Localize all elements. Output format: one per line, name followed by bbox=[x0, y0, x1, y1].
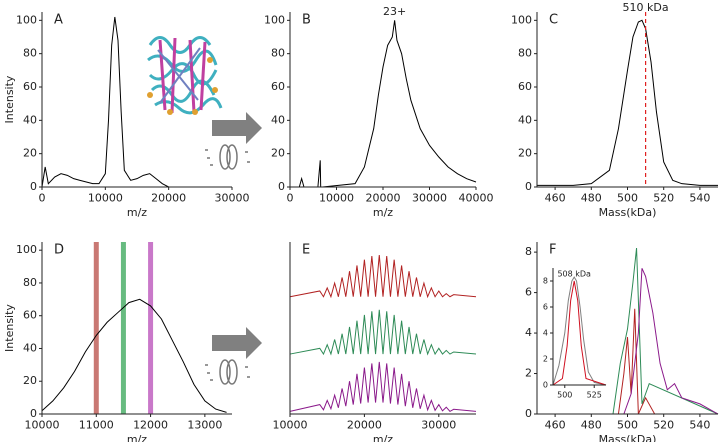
panel-label: E bbox=[302, 243, 310, 258]
y-tick-label: 100 bbox=[16, 243, 37, 256]
y-tick-label: 100 bbox=[16, 13, 37, 26]
x-tick-label: 20000 bbox=[347, 419, 382, 432]
spectrum-line bbox=[289, 361, 477, 413]
y-tick-label: 6 bbox=[525, 286, 532, 299]
y-tick-label: 8 bbox=[543, 277, 548, 286]
y-tick-label: 2 bbox=[543, 355, 548, 364]
y-axis-label: Intensity bbox=[3, 304, 16, 352]
x-tick-label: 0 bbox=[287, 192, 294, 205]
spectrum-line bbox=[537, 308, 718, 415]
annotation: 508 kDa bbox=[557, 270, 591, 279]
y-tick-label: 80 bbox=[23, 276, 37, 289]
spectrum-line bbox=[290, 20, 477, 188]
y-tick-label: 0 bbox=[525, 180, 532, 193]
arrow-icon bbox=[212, 112, 262, 359]
y-tick-label: 60 bbox=[23, 309, 37, 322]
y-tick-label: 2 bbox=[525, 367, 532, 380]
y-tick-label: 40 bbox=[271, 113, 285, 126]
x-tick-label: 10000 bbox=[25, 419, 60, 432]
annotation: 23+ bbox=[383, 5, 406, 18]
x-tick-label: 13000 bbox=[187, 419, 222, 432]
x-tick-label: 10000 bbox=[88, 192, 123, 205]
x-axis-label: Mass(kDa) bbox=[599, 206, 657, 219]
y-tick-label: 8 bbox=[525, 245, 532, 258]
x-tick-label: 460 bbox=[545, 192, 566, 205]
y-tick-label: 20 bbox=[271, 147, 285, 160]
x-tick-label: 10000 bbox=[273, 419, 308, 432]
spectrum-line bbox=[552, 276, 607, 386]
panel-label: B bbox=[302, 13, 311, 28]
band bbox=[148, 242, 154, 414]
x-tick-label: 460 bbox=[545, 419, 566, 432]
x-axis-label: Mass(kDa) bbox=[599, 433, 657, 442]
x-tick-label: 520 bbox=[653, 419, 674, 432]
y-tick-label: 100 bbox=[511, 13, 532, 26]
y-tick-label: 60 bbox=[271, 80, 285, 93]
y-axis-label: Intensity bbox=[3, 75, 16, 123]
x-tick-label: 10000 bbox=[319, 192, 354, 205]
x-tick-label: 30000 bbox=[215, 192, 250, 205]
x-tick-label: 40000 bbox=[459, 192, 494, 205]
y-tick-label: 0 bbox=[30, 180, 37, 193]
spectrum-line bbox=[537, 19, 718, 186]
spectrum-line bbox=[289, 309, 477, 356]
x-tick-label: 480 bbox=[581, 192, 602, 205]
x-tick-label: 30000 bbox=[421, 419, 456, 432]
y-tick-label: 40 bbox=[23, 341, 37, 354]
spectrum-line bbox=[537, 248, 719, 415]
x-tick-label: 500 bbox=[557, 390, 572, 399]
spectrum-line bbox=[552, 280, 607, 386]
coil-icon bbox=[205, 144, 250, 385]
x-axis-label: m/z bbox=[373, 206, 393, 219]
y-tick-label: 6 bbox=[543, 303, 548, 312]
y-tick-label: 20 bbox=[23, 374, 37, 387]
x-tick-label: 540 bbox=[689, 192, 710, 205]
y-tick-label: 0 bbox=[278, 180, 285, 193]
panel-label: A bbox=[54, 13, 63, 28]
marker-label: 510 kDa bbox=[623, 1, 669, 14]
x-tick-label: 500 bbox=[617, 192, 638, 205]
y-tick-label: 40 bbox=[23, 113, 37, 126]
x-tick-label: 540 bbox=[689, 419, 710, 432]
spectrum-line bbox=[289, 254, 477, 299]
y-tick-label: 60 bbox=[518, 80, 532, 93]
x-tick-label: 520 bbox=[653, 192, 674, 205]
spectrum-line bbox=[41, 298, 227, 413]
panel-label: D bbox=[54, 243, 64, 258]
x-tick-label: 20000 bbox=[366, 192, 401, 205]
y-tick-label: 80 bbox=[23, 47, 37, 60]
y-tick-label: 4 bbox=[543, 329, 548, 338]
x-tick-label: 12000 bbox=[133, 419, 168, 432]
spectrum-line bbox=[537, 268, 719, 415]
y-tick-label: 4 bbox=[525, 326, 532, 339]
x-axis-label: m/z bbox=[127, 433, 147, 442]
x-tick-label: 500 bbox=[617, 419, 638, 432]
protein-structure bbox=[147, 36, 223, 115]
x-tick-label: 20000 bbox=[151, 192, 186, 205]
y-tick-label: 0 bbox=[525, 407, 532, 420]
x-tick-label: 525 bbox=[587, 390, 602, 399]
y-tick-label: 80 bbox=[271, 47, 285, 60]
y-tick-label: 0 bbox=[30, 407, 37, 420]
x-tick-label: 0 bbox=[39, 192, 46, 205]
y-tick-label: 20 bbox=[23, 147, 37, 160]
x-tick-label: 30000 bbox=[412, 192, 447, 205]
band bbox=[120, 242, 126, 414]
x-axis-label: m/z bbox=[373, 433, 393, 442]
panel-label: C bbox=[549, 13, 558, 28]
y-tick-label: 60 bbox=[23, 80, 37, 93]
band bbox=[93, 242, 99, 414]
x-tick-label: 11000 bbox=[79, 419, 114, 432]
y-tick-label: 100 bbox=[264, 13, 285, 26]
x-axis-label: m/z bbox=[127, 206, 147, 219]
x-tick-label: 480 bbox=[581, 419, 602, 432]
y-tick-label: 80 bbox=[518, 47, 532, 60]
y-tick-label: 20 bbox=[518, 147, 532, 160]
panel-label: F bbox=[549, 243, 556, 258]
y-tick-label: 0 bbox=[543, 381, 548, 390]
y-tick-label: 40 bbox=[518, 113, 532, 126]
spectrum-line bbox=[41, 16, 232, 188]
